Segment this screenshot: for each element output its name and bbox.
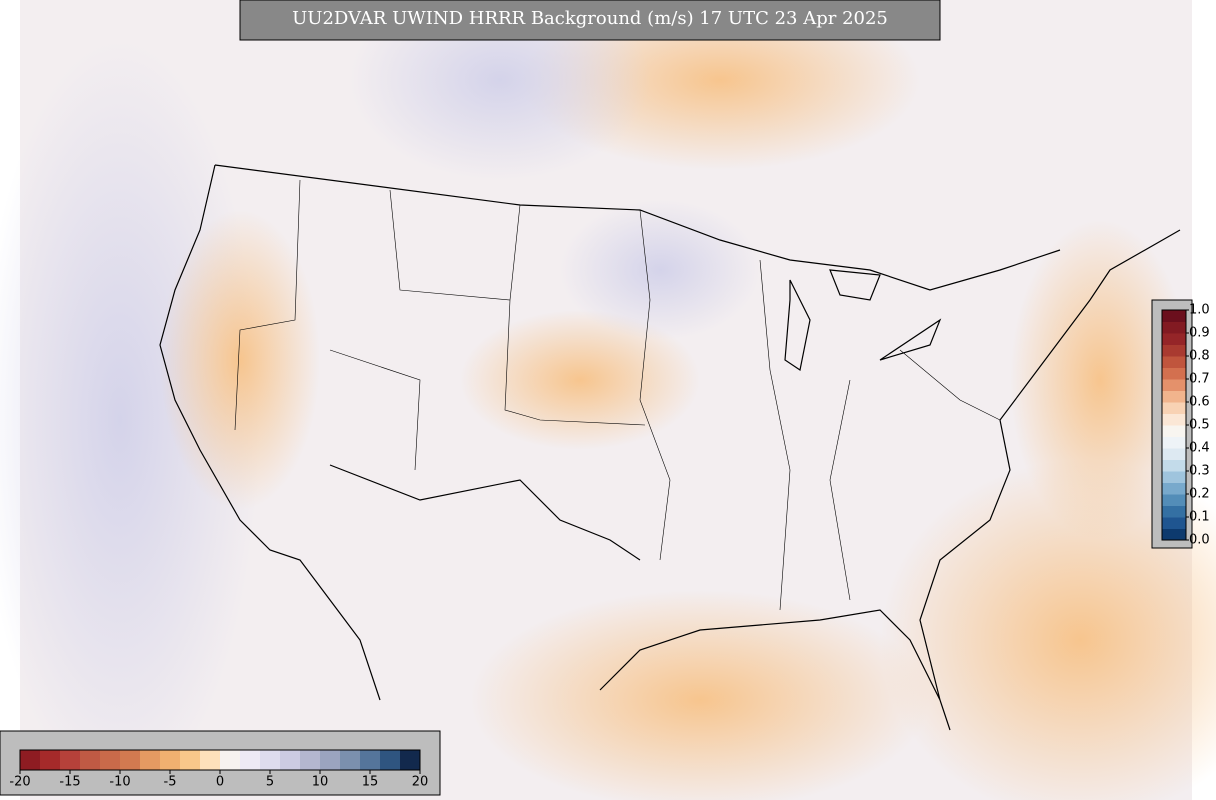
tick-label: 15	[362, 775, 379, 790]
color-segment	[1162, 471, 1186, 483]
tick-label: 0.2	[1189, 487, 1210, 502]
tick-label: 0.3	[1189, 464, 1210, 479]
tick-label: 0.7	[1189, 372, 1210, 387]
color-segment	[1162, 494, 1186, 506]
tick-label: -15	[59, 775, 80, 790]
tick-label: 10	[312, 775, 329, 790]
color-segment	[20, 750, 41, 770]
map-outlines	[159, 164, 1181, 731]
tick-label: -5	[164, 775, 177, 790]
color-segment	[200, 750, 221, 770]
color-segment	[1162, 344, 1186, 357]
coastline	[159, 164, 1181, 731]
color-segment	[160, 750, 181, 770]
color-segment	[240, 750, 261, 770]
tick-label: 0.8	[1189, 349, 1210, 364]
tick-label: 0.5	[1189, 418, 1210, 433]
color-segment	[140, 750, 161, 770]
color-segment	[1162, 310, 1186, 322]
color-segment	[340, 750, 361, 770]
color-segment	[1162, 505, 1186, 518]
color-segment	[220, 750, 241, 770]
tick-label: -20	[9, 775, 30, 790]
color-segment	[1162, 436, 1186, 449]
tick-label: -10	[109, 775, 130, 790]
color-segment	[300, 750, 321, 770]
color-segment	[1162, 367, 1186, 380]
color-segment	[1162, 459, 1186, 472]
color-segment	[1162, 517, 1186, 529]
color-segment	[1162, 356, 1186, 368]
state-lines	[234, 179, 1001, 611]
tick-label: 5	[266, 775, 274, 790]
color-segment	[120, 750, 141, 770]
tick-label: 0.9	[1189, 326, 1210, 341]
color-segment	[40, 750, 61, 770]
color-segment	[320, 750, 341, 770]
color-segment	[1162, 333, 1186, 345]
tick-label: 0.1	[1189, 510, 1210, 525]
tick-label: 0.0	[1189, 533, 1210, 548]
color-segment	[1162, 413, 1186, 426]
color-segment	[60, 750, 81, 770]
color-segment	[1162, 379, 1186, 391]
border	[214, 164, 1061, 561]
color-segment	[260, 750, 281, 770]
color-segment	[1162, 390, 1186, 403]
title-box: UU2DVAR UWIND HRRR Background (m/s) 17 U…	[239, 0, 941, 41]
tick-label: 1.0	[1189, 303, 1210, 318]
tick-label: 0.6	[1189, 395, 1210, 410]
color-segment	[80, 750, 101, 770]
color-segment	[280, 750, 301, 770]
lake	[784, 269, 942, 371]
color-segment	[180, 750, 201, 770]
color-segment	[1162, 528, 1186, 541]
color-segment	[100, 750, 121, 770]
tick-label: 0	[216, 775, 224, 790]
color-segment	[1162, 482, 1186, 495]
wind-colorbar: -20 -15 -10 -5 0 5 10 15 20	[0, 730, 441, 796]
color-segment	[360, 750, 381, 770]
color-segment	[400, 750, 421, 770]
color-segment	[1162, 402, 1186, 414]
tick-label: 0.4	[1189, 441, 1210, 456]
tick-label: 20	[412, 775, 429, 790]
color-segment	[1162, 321, 1186, 334]
map-title: UU2DVAR UWIND HRRR Background (m/s) 17 U…	[292, 8, 888, 29]
color-segment	[1162, 425, 1186, 437]
score-colorbar: 0.0 0.1 0.2 0.3 0.4 0.5 0.6 0.7 0.8 0.9 1.0	[1151, 299, 1210, 549]
color-segment	[1162, 448, 1186, 460]
color-segment	[380, 750, 401, 770]
